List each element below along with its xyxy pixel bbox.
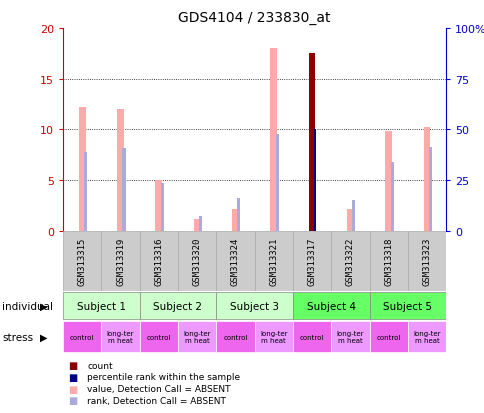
Bar bbox=[193, 219, 200, 231]
Bar bbox=[384, 132, 392, 231]
Bar bbox=[275, 135, 278, 231]
Text: Subject 2: Subject 2 bbox=[153, 301, 202, 311]
Bar bbox=[369, 322, 407, 352]
Text: count: count bbox=[87, 361, 113, 370]
Bar bbox=[84, 152, 87, 231]
Text: control: control bbox=[70, 334, 94, 340]
Bar bbox=[237, 199, 240, 231]
Bar bbox=[198, 216, 202, 231]
Bar bbox=[292, 322, 331, 352]
Text: GSM313323: GSM313323 bbox=[422, 237, 431, 285]
Bar bbox=[178, 322, 216, 352]
Text: rank, Detection Call = ABSENT: rank, Detection Call = ABSENT bbox=[87, 396, 226, 405]
Text: GSM313318: GSM313318 bbox=[383, 237, 393, 285]
Bar bbox=[428, 147, 431, 231]
Bar bbox=[270, 49, 277, 231]
Bar bbox=[292, 231, 331, 291]
Bar bbox=[101, 231, 139, 291]
Text: long-ter
m heat: long-ter m heat bbox=[183, 330, 211, 344]
Text: stress: stress bbox=[2, 332, 33, 342]
Text: Subject 4: Subject 4 bbox=[306, 301, 355, 311]
Bar bbox=[139, 322, 178, 352]
Bar bbox=[122, 148, 125, 231]
Text: Subject 1: Subject 1 bbox=[76, 301, 126, 311]
Bar bbox=[313, 130, 315, 231]
Bar bbox=[160, 184, 164, 231]
Text: control: control bbox=[146, 334, 171, 340]
Bar bbox=[155, 181, 162, 231]
Bar bbox=[254, 231, 292, 291]
Bar bbox=[101, 322, 139, 352]
Text: ■: ■ bbox=[68, 384, 77, 394]
Text: GSM313315: GSM313315 bbox=[77, 237, 87, 285]
Bar bbox=[231, 209, 239, 231]
Text: GSM313319: GSM313319 bbox=[116, 237, 125, 285]
Text: GSM313321: GSM313321 bbox=[269, 237, 278, 285]
Bar bbox=[216, 292, 292, 320]
Text: ▶: ▶ bbox=[40, 301, 47, 311]
Text: long-ter
m heat: long-ter m heat bbox=[336, 330, 363, 344]
Text: GSM313320: GSM313320 bbox=[192, 237, 201, 285]
Text: ■: ■ bbox=[68, 361, 77, 370]
Bar bbox=[369, 292, 445, 320]
Bar bbox=[139, 292, 216, 320]
Bar bbox=[407, 322, 445, 352]
Bar bbox=[117, 110, 124, 231]
Text: control: control bbox=[299, 334, 324, 340]
Bar bbox=[63, 322, 101, 352]
Bar bbox=[346, 209, 353, 231]
Bar bbox=[216, 322, 254, 352]
Bar bbox=[331, 231, 369, 291]
Bar bbox=[78, 108, 86, 231]
Text: GSM313317: GSM313317 bbox=[307, 237, 316, 285]
Bar bbox=[254, 322, 292, 352]
Title: GDS4104 / 233830_at: GDS4104 / 233830_at bbox=[178, 11, 330, 25]
Text: ■: ■ bbox=[68, 372, 77, 382]
Text: long-ter
m heat: long-ter m heat bbox=[259, 330, 287, 344]
Bar bbox=[292, 292, 369, 320]
Bar bbox=[423, 128, 430, 231]
Bar bbox=[63, 231, 101, 291]
Text: ▶: ▶ bbox=[40, 332, 47, 342]
Bar bbox=[369, 231, 407, 291]
Text: GSM313316: GSM313316 bbox=[154, 237, 163, 285]
Text: GSM313324: GSM313324 bbox=[230, 237, 240, 285]
Text: GSM313322: GSM313322 bbox=[345, 237, 354, 285]
Bar bbox=[139, 231, 178, 291]
Text: ■: ■ bbox=[68, 395, 77, 405]
Text: control: control bbox=[376, 334, 400, 340]
Text: long-ter
m heat: long-ter m heat bbox=[106, 330, 134, 344]
Bar bbox=[331, 322, 369, 352]
Text: Subject 5: Subject 5 bbox=[382, 301, 432, 311]
Bar bbox=[309, 54, 314, 231]
Bar bbox=[351, 201, 355, 231]
Bar bbox=[390, 162, 393, 231]
Text: Subject 3: Subject 3 bbox=[229, 301, 279, 311]
Text: value, Detection Call = ABSENT: value, Detection Call = ABSENT bbox=[87, 384, 230, 393]
Bar bbox=[216, 231, 254, 291]
Text: long-ter
m heat: long-ter m heat bbox=[412, 330, 440, 344]
Bar bbox=[407, 231, 445, 291]
Text: control: control bbox=[223, 334, 247, 340]
Bar bbox=[178, 231, 216, 291]
Text: percentile rank within the sample: percentile rank within the sample bbox=[87, 373, 240, 382]
Bar bbox=[63, 292, 139, 320]
Text: individual: individual bbox=[2, 301, 53, 311]
